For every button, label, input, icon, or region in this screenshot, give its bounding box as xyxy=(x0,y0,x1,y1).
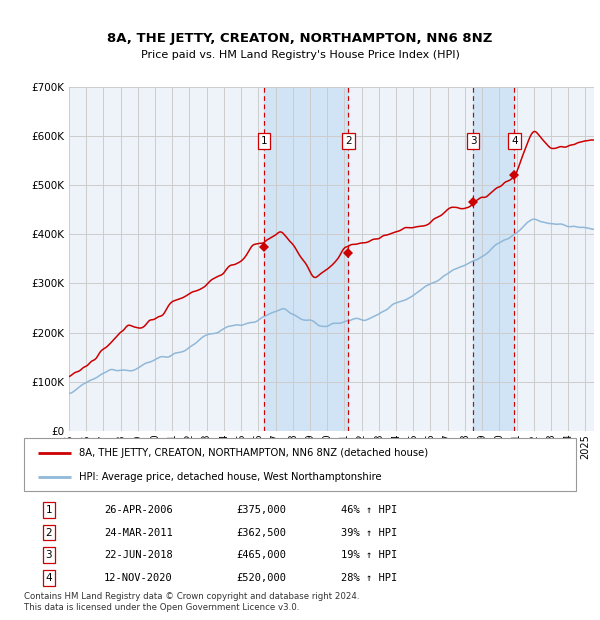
Text: £465,000: £465,000 xyxy=(236,550,287,560)
Text: 4: 4 xyxy=(511,136,518,146)
FancyBboxPatch shape xyxy=(24,438,576,491)
Text: £520,000: £520,000 xyxy=(236,573,287,583)
Text: £362,500: £362,500 xyxy=(236,528,287,538)
Bar xyxy=(473,87,514,431)
Text: 8A, THE JETTY, CREATON, NORTHAMPTON, NN6 8NZ: 8A, THE JETTY, CREATON, NORTHAMPTON, NN6… xyxy=(107,32,493,45)
Text: 2: 2 xyxy=(345,136,352,146)
Text: 2: 2 xyxy=(46,528,52,538)
Text: 1: 1 xyxy=(260,136,267,146)
Text: 39% ↑ HPI: 39% ↑ HPI xyxy=(341,528,398,538)
Text: Price paid vs. HM Land Registry's House Price Index (HPI): Price paid vs. HM Land Registry's House … xyxy=(140,50,460,60)
Text: 1: 1 xyxy=(46,505,52,515)
Text: 8A, THE JETTY, CREATON, NORTHAMPTON, NN6 8NZ (detached house): 8A, THE JETTY, CREATON, NORTHAMPTON, NN6… xyxy=(79,448,428,458)
Text: 12-NOV-2020: 12-NOV-2020 xyxy=(104,573,173,583)
Text: 4: 4 xyxy=(46,573,52,583)
Text: 28% ↑ HPI: 28% ↑ HPI xyxy=(341,573,398,583)
Text: 19% ↑ HPI: 19% ↑ HPI xyxy=(341,550,398,560)
Text: 22-JUN-2018: 22-JUN-2018 xyxy=(104,550,173,560)
Text: 46% ↑ HPI: 46% ↑ HPI xyxy=(341,505,398,515)
Text: £375,000: £375,000 xyxy=(236,505,287,515)
Text: HPI: Average price, detached house, West Northamptonshire: HPI: Average price, detached house, West… xyxy=(79,472,382,482)
Bar xyxy=(264,87,349,431)
Text: 26-APR-2006: 26-APR-2006 xyxy=(104,505,173,515)
Text: 3: 3 xyxy=(46,550,52,560)
Text: 3: 3 xyxy=(470,136,476,146)
Text: Contains HM Land Registry data © Crown copyright and database right 2024.
This d: Contains HM Land Registry data © Crown c… xyxy=(24,592,359,611)
Text: 24-MAR-2011: 24-MAR-2011 xyxy=(104,528,173,538)
